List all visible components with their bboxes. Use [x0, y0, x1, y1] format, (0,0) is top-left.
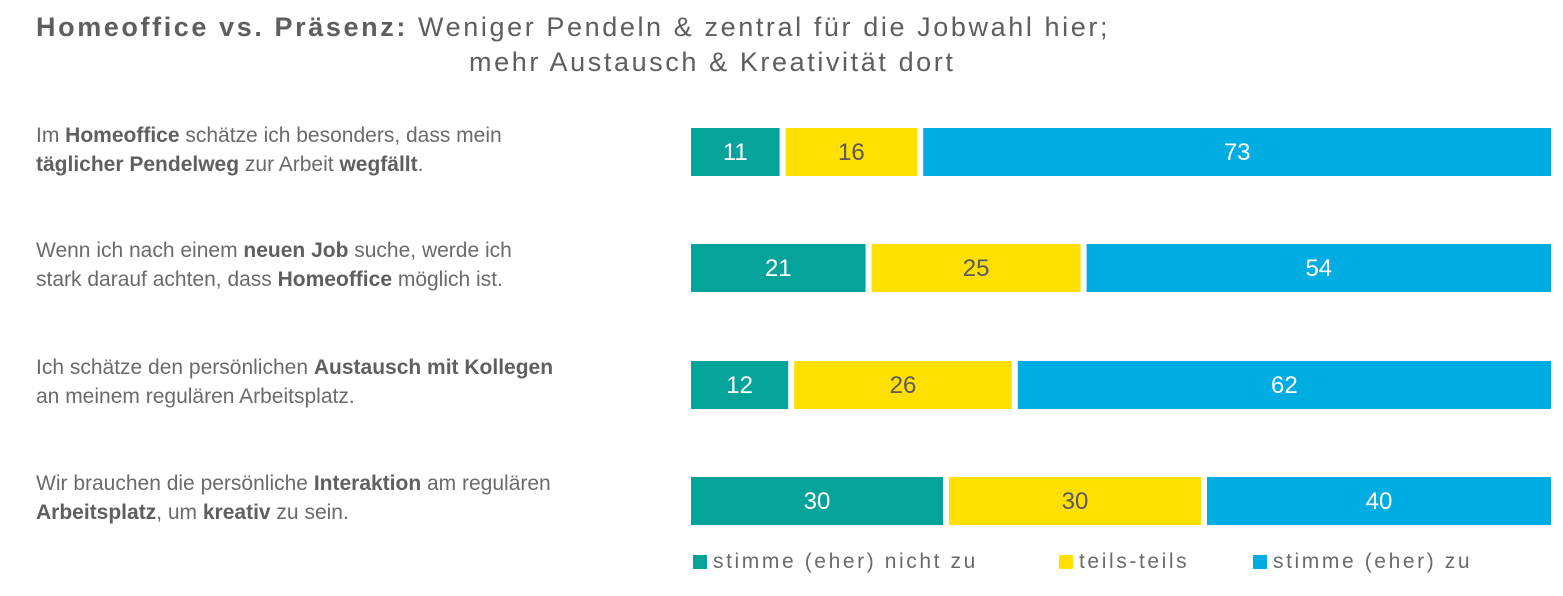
statement-text: zu sein. — [270, 501, 349, 524]
legend-item-disagree: stimme (eher) nicht zu — [693, 550, 978, 574]
statement-1: Im Homeoffice schätze ich besonders, das… — [36, 121, 676, 179]
statement-text: täglicher Pendelweg — [36, 153, 240, 176]
statement-text: suche, werde ich — [348, 239, 512, 262]
data-label-agree-4: 40 — [1366, 488, 1393, 515]
legend-item-agree: stimme (eher) zu — [1253, 550, 1472, 574]
data-label-neutral-2: 25 — [963, 255, 990, 282]
statement-3: Ich schätze den persönlichen Austausch m… — [36, 353, 676, 411]
legend-swatch-neutral — [1059, 555, 1073, 569]
statement-text: , um — [156, 501, 203, 524]
title-line-2: mehr Austausch & Kreativität dort — [469, 47, 956, 77]
statement-text: stark darauf achten, dass — [36, 268, 278, 291]
data-label-disagree-1: 11 — [723, 139, 748, 166]
legend-item-neutral: teils-teils — [1059, 550, 1189, 574]
bar-segment-agree-2 — [1086, 244, 1551, 292]
data-label-agree-3: 62 — [1271, 372, 1298, 399]
bar-segment-agree-4 — [1207, 477, 1551, 525]
statement-text: an meinem regulären Arbeitsplatz. — [36, 385, 355, 408]
statement-text: Homeoffice — [277, 268, 392, 291]
bar-segment-neutral-2 — [871, 244, 1081, 292]
statement-text: Wir brauchen die persönliche — [36, 472, 314, 495]
legend-swatch-disagree — [693, 555, 707, 569]
bar-segment-disagree-4 — [691, 477, 943, 525]
statement-text: möglich ist. — [392, 268, 503, 291]
legend-label-neutral: teils-teils — [1079, 550, 1190, 573]
data-label-disagree-3: 12 — [726, 372, 753, 399]
statement-text: Homeoffice — [65, 124, 180, 147]
statement-text: Im — [36, 124, 66, 147]
bar-segment-disagree-1 — [691, 128, 780, 176]
statement-text: Arbeitsplatz — [36, 501, 157, 524]
title-line-1: Weniger Pendeln & zentral für die Jobwah… — [418, 12, 1111, 42]
statement-text: Austausch mit Kollegen — [313, 356, 554, 379]
bar-segment-disagree-3 — [691, 361, 789, 409]
bar-segment-agree-3 — [1017, 361, 1551, 409]
statement-4: Wir brauchen die persönliche Interaktion… — [36, 469, 676, 527]
legend: stimme (eher) nicht zu teils-teils stimm… — [693, 550, 1553, 580]
statement-text: schätze ich besonders, dass mein — [179, 124, 502, 147]
bar-segment-neutral-1 — [785, 128, 918, 176]
statement-text: Ich schätze den persönlichen — [36, 356, 314, 379]
data-label-neutral-4: 30 — [1062, 488, 1089, 515]
statement-text: Wenn ich nach einem — [36, 239, 244, 262]
data-label-disagree-2: 21 — [765, 255, 792, 282]
legend-swatch-agree — [1253, 555, 1267, 569]
bar-segment-disagree-2 — [691, 244, 866, 292]
legend-label-disagree: stimme (eher) nicht zu — [713, 550, 978, 573]
legend-label-agree: stimme (eher) zu — [1273, 550, 1473, 573]
data-label-disagree-4: 30 — [804, 488, 831, 515]
bar-segment-neutral-3 — [794, 361, 1012, 409]
statement-text: neuen Job — [243, 239, 349, 262]
bar-segment-agree-1 — [923, 128, 1551, 176]
statement-2: Wenn ich nach einem neuen Job suche, wer… — [36, 236, 676, 294]
statement-text: Interaktion — [313, 472, 422, 495]
data-label-neutral-1: 16 — [838, 139, 865, 166]
chart-title: Homeoffice vs. Präsenz: Weniger Pendeln … — [36, 10, 1336, 80]
bar-segment-neutral-4 — [949, 477, 1201, 525]
data-label-agree-1: 73 — [1224, 139, 1251, 166]
statement-text: wegfällt — [339, 153, 418, 176]
data-label-agree-2: 54 — [1305, 255, 1332, 282]
statement-text: am regulären — [421, 472, 551, 495]
statement-text: . — [417, 153, 424, 176]
title-bold: Homeoffice vs. Präsenz: — [36, 12, 408, 42]
statement-text: zur Arbeit — [239, 153, 340, 176]
statement-text: kreativ — [202, 501, 271, 524]
data-label-neutral-3: 26 — [890, 372, 917, 399]
